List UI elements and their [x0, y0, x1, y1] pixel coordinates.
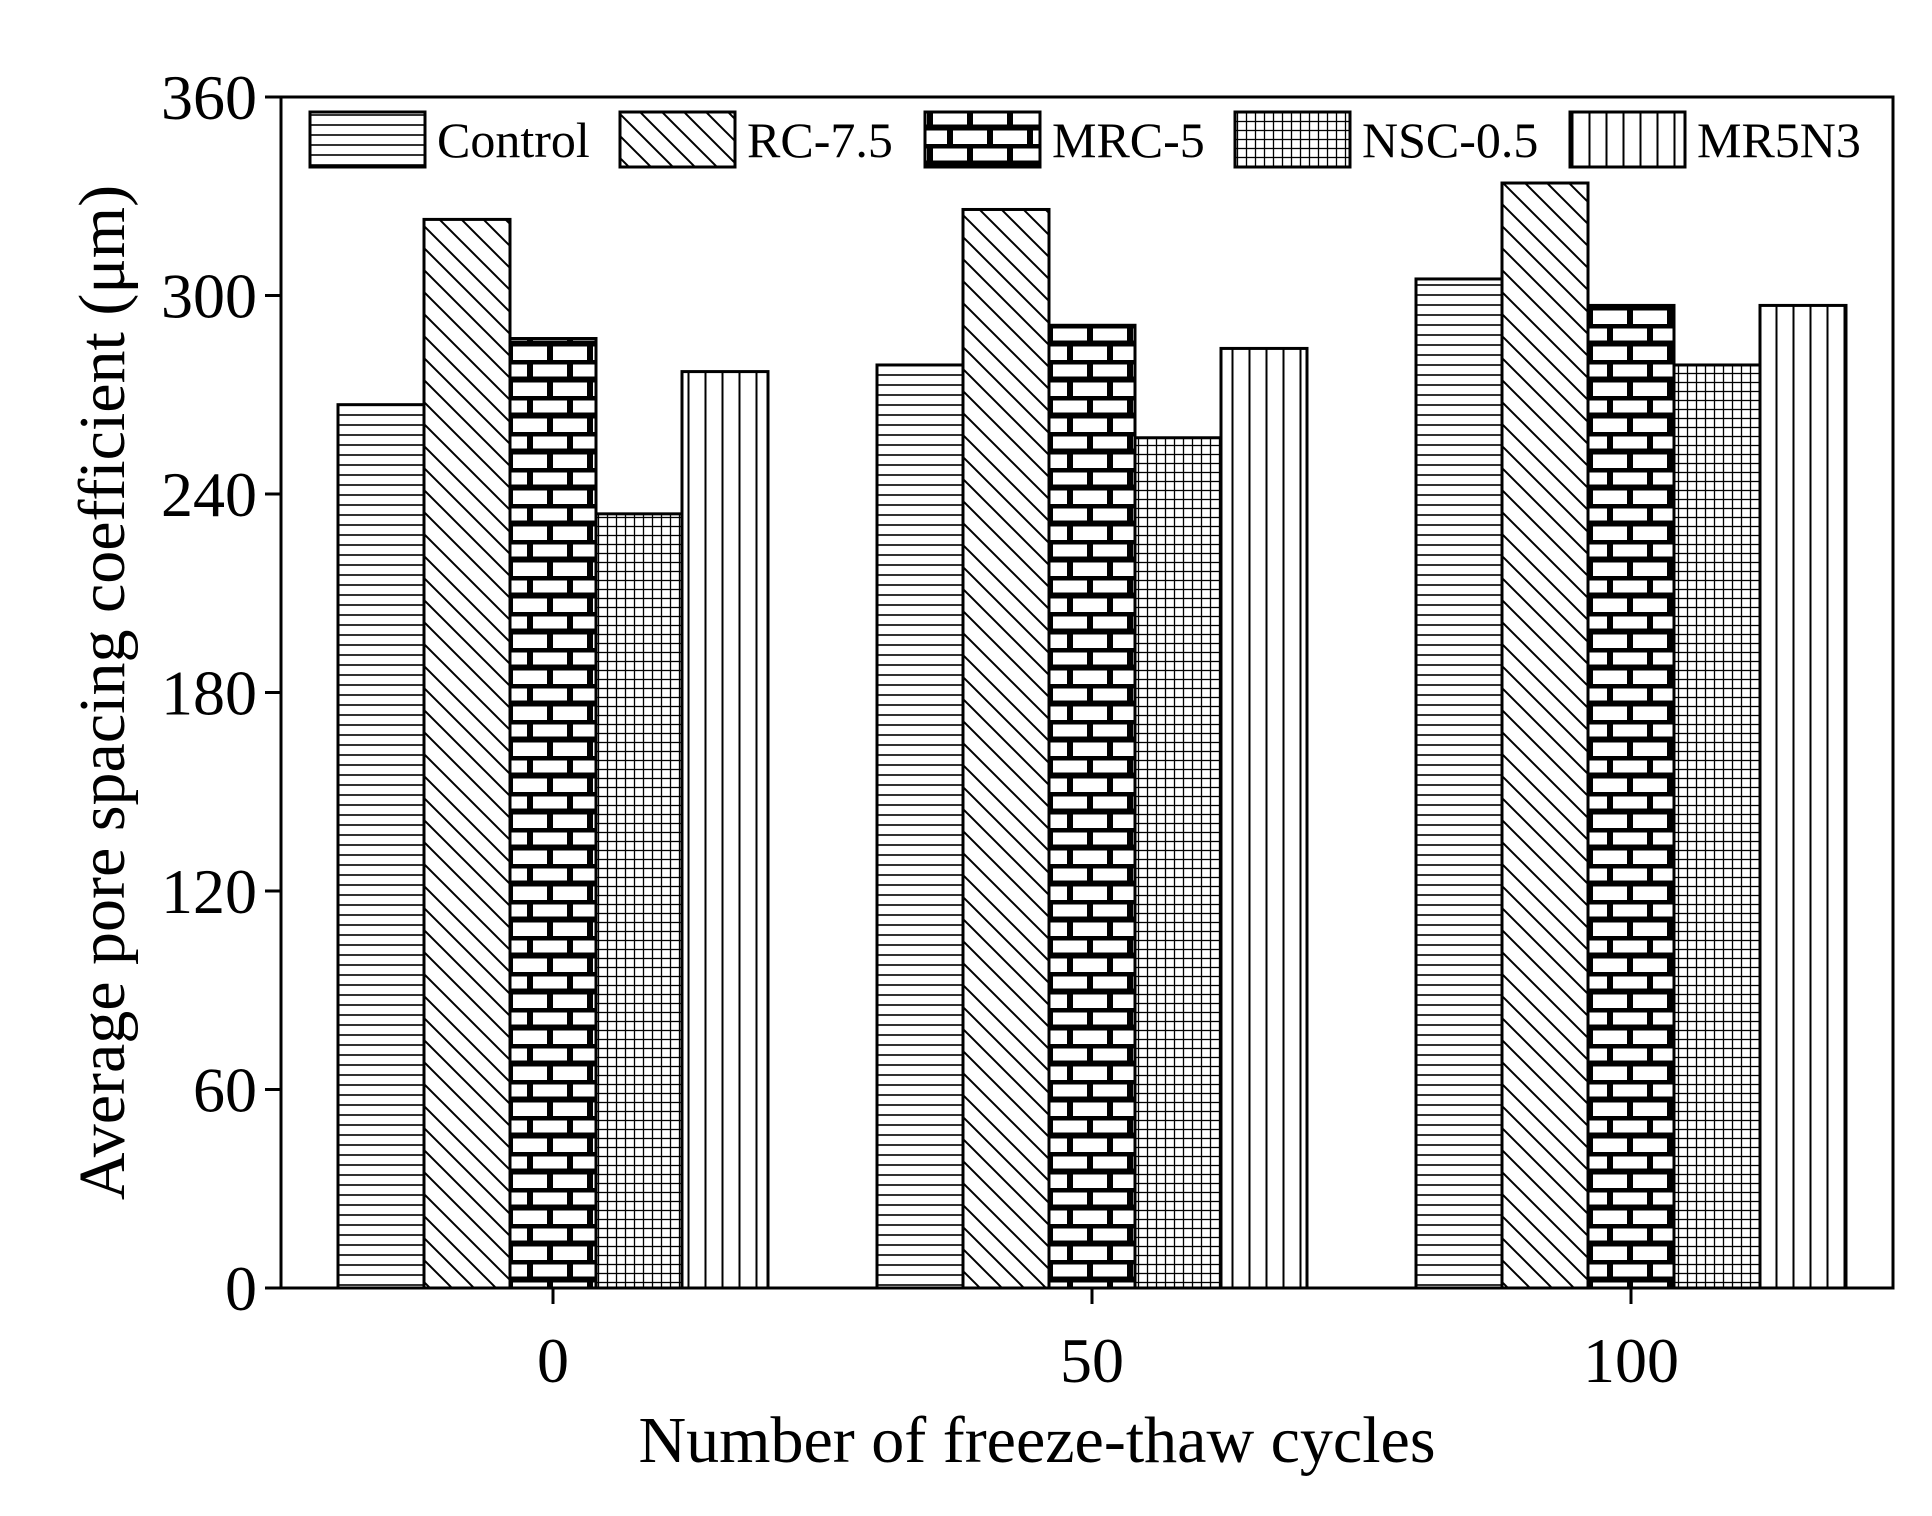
x-tick-label: 50 [1060, 1325, 1124, 1396]
axes-layer: 0 60 120 180 240 300 360 0 50 100 [161, 62, 1895, 1396]
y-axis-title: Average pore spacing coefficient (μm) [66, 185, 139, 1200]
legend-swatch-nsc-0-5 [1233, 110, 1352, 169]
legend-label-mrc-5: MRC-5 [1052, 112, 1205, 168]
legend-label-nsc-0-5: NSC-0.5 [1362, 112, 1538, 168]
legend: Control RC-7.5 MRC-5 NSC-0.5 MR5N3 [308, 110, 1861, 169]
legend-swatch-control [308, 110, 427, 169]
legend-label-mr5n3: MR5N3 [1697, 112, 1861, 168]
bar-control-100 [1414, 277, 1504, 1290]
x-tick-label: 100 [1583, 1325, 1679, 1396]
bar-control-0 [336, 403, 426, 1290]
bar-rc-7-5-0 [422, 217, 512, 1290]
legend-label-rc-7-5: RC-7.5 [747, 112, 893, 168]
bar-mr5n3-0 [680, 370, 770, 1290]
legend-swatch-mr5n3 [1568, 110, 1687, 169]
bar-nsc-0-5-100 [1672, 363, 1762, 1290]
y-tick-label: 300 [161, 261, 257, 332]
y-tick-label: 180 [161, 658, 257, 729]
bar-nsc-0-5-0 [594, 512, 684, 1290]
y-tick-label: 360 [161, 62, 257, 133]
y-tick-label: 0 [225, 1253, 257, 1324]
bar-mr5n3-100 [1758, 303, 1848, 1290]
y-tick-label: 120 [161, 856, 257, 927]
bar-rc-7-5-50 [961, 207, 1051, 1290]
bar-mrc-5-0 [508, 337, 598, 1290]
y-tick-label: 60 [193, 1055, 257, 1126]
x-axis-title: Number of freeze-thaw cycles [638, 1404, 1435, 1477]
x-tick-label: 0 [537, 1325, 569, 1396]
legend-label-control: Control [437, 112, 590, 168]
bar-nsc-0-5-50 [1133, 436, 1223, 1290]
legend-swatch-rc-7-5 [618, 110, 737, 169]
bar-mrc-5-50 [1047, 323, 1137, 1290]
legend-swatch-mrc-5 [923, 110, 1042, 169]
bar-mr5n3-50 [1219, 346, 1309, 1290]
bars-layer [336, 181, 1848, 1290]
bar-control-50 [875, 363, 965, 1290]
bar-rc-7-5-100 [1500, 181, 1590, 1290]
bar-mrc-5-100 [1586, 303, 1676, 1290]
y-tick-label: 240 [161, 459, 257, 530]
